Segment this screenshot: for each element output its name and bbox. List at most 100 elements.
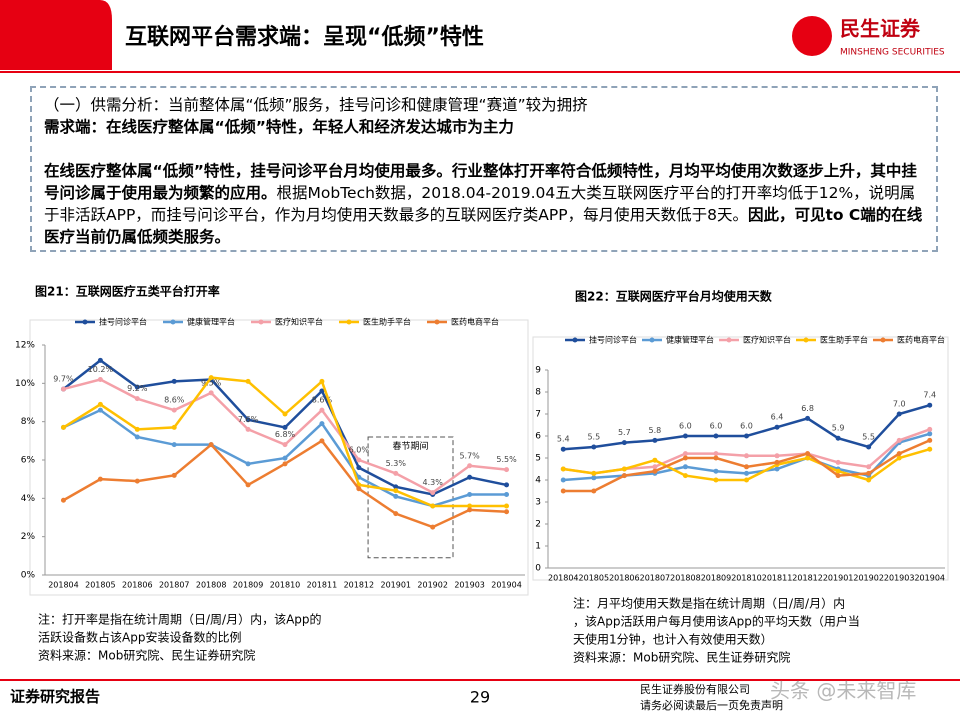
x-tick-label: 201805 [85,581,116,590]
point [245,482,251,488]
y-tick-label: 9 [535,366,541,376]
data-label: 6.4 [771,413,784,422]
x-tick-label: 201903 [884,574,915,583]
point [805,415,811,421]
point [504,467,510,473]
legend-label: 挂号问诊平台 [589,335,637,345]
point [652,464,658,470]
disclaimer: 请务必阅读最后一页免责声明 [640,698,783,712]
y-tick-label: 4 [535,476,541,486]
x-tick-label: 201904 [914,574,945,583]
x-tick-label: 201903 [454,581,485,590]
x-tick-label: 201805 [579,574,610,583]
box-text: （一）供需分析：当前整体属“低频”服务，挂号问诊和健康管理“赛道”较为拥挤 [44,96,588,114]
x-tick-label: 201810 [731,574,762,583]
chart-title: 图22：互联网医疗平台月均使用天数 [575,289,773,304]
point [835,435,841,441]
note: 活跃设备数占该App安装设备数的比例 [38,630,241,645]
data-label: 5.5 [587,433,600,442]
x-tick-label: 201808 [196,581,227,590]
point [245,461,251,467]
logo-mark [792,16,832,56]
point [652,468,658,474]
footer-left: 证券研究报告 [10,688,100,706]
legend-marker [880,337,886,343]
point [896,411,902,417]
logo: 民生证券 [840,17,921,41]
data-label: 6.0 [679,422,692,431]
point [319,407,325,413]
note: 注：打开率是指在统计周期（日/周/月）内，该App的 [38,612,322,627]
data-label: 5.9 [832,424,845,433]
point [97,357,103,363]
point [866,464,872,470]
y-tick-label: 10% [15,379,35,389]
point [744,433,749,439]
watermark: 头条 @未来智库 [770,679,916,703]
legend-label: 挂号问诊平台 [99,317,147,327]
data-label: 6.0% [349,446,370,455]
point [430,490,436,496]
company: 民生证券股份有限公司 [640,682,750,696]
point [866,470,872,476]
point [97,407,103,413]
x-tick-label: 201902 [853,574,884,583]
point [171,378,177,384]
point [245,378,251,384]
point [171,442,177,448]
box-text: 因此，可见to C端的在线医疗当前仍属低频类服务。 [44,206,923,246]
point [134,426,140,432]
x-tick-label: 201901 [823,574,854,583]
annotation: 春节期间 [393,440,429,452]
point [504,492,510,497]
point [319,378,325,384]
data-label: 10.2% [88,365,114,374]
legend-label: 医药电商平台 [897,335,945,345]
box-line: 需求端：在线医疗整体属“低频”特性，年轻人和经济发达城市为主力 [44,116,924,138]
point [504,509,510,515]
point [591,470,597,476]
point [393,511,399,517]
note: 资料来源：Mob研究院、民生证券研究院 [38,648,255,663]
data-label: 6.8% [275,430,296,439]
point [744,470,749,476]
note: ，该App活跃用户每月使用该App的平均天数（用户当 [573,614,860,629]
y-tick-label: 2 [535,520,541,530]
data-label: 9.7% [53,375,74,384]
point [927,437,933,443]
y-tick-label: 5 [535,454,541,464]
point [713,451,719,457]
y-tick-label: 2% [21,532,36,542]
data-label: 5.7% [459,451,480,460]
x-tick-label: 201810 [270,581,301,590]
point [591,488,597,494]
data-label: 5.7 [618,428,631,437]
point [134,384,140,390]
legend-label: 医生助手平台 [363,317,411,327]
point [560,466,566,472]
point [682,473,688,479]
legend-label: 健康管理平台 [666,335,714,345]
x-tick-label: 201811 [762,574,793,583]
chart-title: 图21：互联网医疗五类平台打开率 [35,284,220,299]
point [60,386,66,392]
point [682,433,688,439]
point [835,459,841,465]
legend-marker [346,319,352,325]
point [134,434,140,440]
point [393,488,399,494]
data-label: 4.3% [423,478,444,487]
data-label: 5.5% [496,455,517,464]
y-tick-label: 8% [21,417,36,427]
point [245,417,251,423]
box-line: 在线医疗整体属“低频”特性，挂号问诊平台月均使用最多。行业整体打开率符合低频特性… [44,160,924,248]
point [927,431,933,437]
point [621,466,627,472]
data-label: 6.0 [740,422,753,431]
data-label: 7.6% [238,415,259,424]
point [208,390,214,396]
x-tick-label: 201901 [380,581,411,590]
point [835,473,841,479]
legend-marker [649,337,655,343]
data-label: 6.0 [710,422,723,431]
